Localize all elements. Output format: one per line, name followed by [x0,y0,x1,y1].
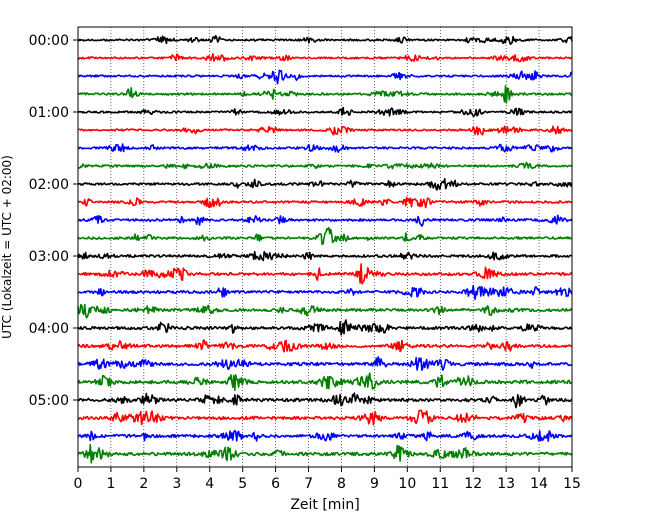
x-tick-label: 14 [530,476,548,492]
trace-0245 [77,226,573,246]
x-tick-label: 2 [139,476,148,492]
trace-0100 [77,106,573,117]
trace-0430 [77,356,573,371]
trace-0300 [77,250,573,262]
x-axis-title: Zeit [min] [290,497,359,513]
x-tick-label: 1 [106,476,115,492]
trace-0145 [77,161,573,170]
plot-frame [77,26,573,468]
y-axis: 00:00 01:00 02:00 03:00 04:00 05:00 [29,33,78,409]
y-tick-label: 02:00 [29,177,69,193]
y-axis-title: UTC (Lokalzeit = UTC + 02:00) [0,155,14,339]
y-tick-label: 00:00 [29,33,69,49]
x-tick-label: 4 [205,476,214,492]
x-tick-label: 9 [370,476,379,492]
trace-0445 [77,372,573,392]
x-tick-label: 12 [464,476,482,492]
y-tick-label: 04:00 [29,321,69,337]
trace-0345 [77,303,573,319]
x-tick-label: 15 [563,476,581,492]
trace-0530 [77,429,573,442]
traces [77,35,573,464]
trace-0515 [77,409,573,426]
y-tick-label: 01:00 [29,105,69,121]
trace-0115 [77,125,573,136]
trace-0500 [77,392,573,409]
trace-0015 [77,53,573,63]
y-tick-label: 05:00 [29,393,69,409]
x-tick-label: 5 [238,476,247,492]
trace-0230 [77,214,573,227]
trace-0200 [77,177,573,191]
y-tick-label: 03:00 [29,249,69,265]
x-tick-label: 8 [337,476,346,492]
trace-0030 [77,69,573,85]
x-tick-label: 0 [74,476,83,492]
trace-0415 [77,339,573,353]
x-tick-label: 10 [398,476,416,492]
x-tick-label: 7 [304,476,313,492]
x-tick-label: 13 [497,476,515,492]
trace-0400 [77,319,573,336]
trace-0545 [77,443,573,464]
x-tick-label: 11 [431,476,449,492]
trace-0000 [78,35,573,45]
x-tick-label: 6 [271,476,280,492]
x-axis: 0 1 2 3 4 5 6 7 8 9 10 11 12 13 14 15 [74,467,581,492]
trace-0315 [77,263,573,285]
trace-0330 [77,284,573,301]
x-tick-label: 3 [172,476,181,492]
trace-0215 [77,196,573,209]
plot-background [78,27,572,467]
trace-0130 [78,143,573,153]
trace-0045 [77,85,573,104]
